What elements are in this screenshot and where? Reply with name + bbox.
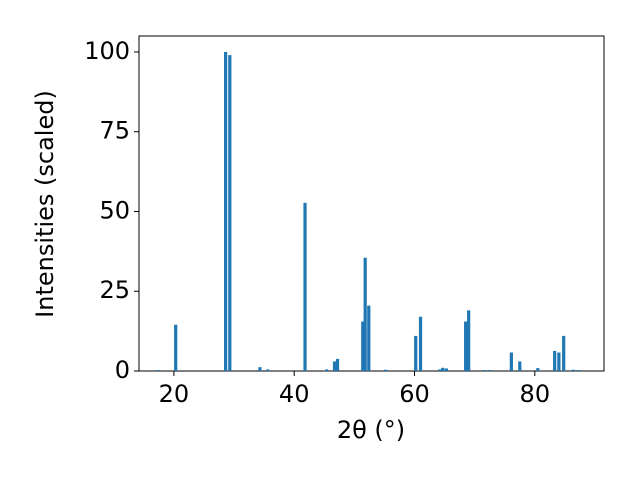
y-axis-label: Intensities (scaled) bbox=[31, 90, 59, 318]
bar bbox=[384, 369, 388, 371]
y-tick-label: 100 bbox=[84, 37, 130, 65]
bar bbox=[157, 370, 161, 371]
bar bbox=[258, 367, 262, 371]
bar bbox=[509, 352, 513, 371]
bar bbox=[335, 358, 340, 371]
bar bbox=[266, 369, 270, 371]
bar bbox=[174, 324, 178, 371]
bar bbox=[488, 370, 492, 371]
x-tick-label: 20 bbox=[159, 380, 190, 408]
bar bbox=[562, 335, 566, 371]
bar bbox=[467, 310, 471, 371]
x-tick-label: 60 bbox=[399, 380, 430, 408]
bar bbox=[438, 369, 442, 371]
y-tick-label: 50 bbox=[99, 196, 130, 224]
bar bbox=[518, 361, 522, 371]
bar bbox=[444, 368, 448, 371]
bar bbox=[361, 321, 365, 371]
bar bbox=[363, 257, 367, 371]
bar bbox=[303, 202, 307, 371]
bar bbox=[577, 370, 581, 371]
bar bbox=[536, 368, 540, 371]
bar bbox=[325, 369, 329, 371]
x-tick-label: 40 bbox=[279, 380, 310, 408]
bar bbox=[553, 350, 557, 371]
bar bbox=[332, 361, 337, 371]
x-tick-label: 80 bbox=[520, 380, 551, 408]
y-tick-label: 75 bbox=[99, 117, 130, 145]
bar bbox=[441, 367, 445, 371]
bar bbox=[228, 55, 232, 372]
x-axis-label: 2θ (°) bbox=[337, 416, 405, 444]
bar bbox=[483, 370, 487, 371]
y-tick-label: 0 bbox=[115, 356, 130, 384]
bar bbox=[571, 369, 575, 371]
bar bbox=[418, 316, 423, 371]
bar bbox=[367, 305, 371, 371]
bar bbox=[557, 352, 561, 371]
y-tick-label: 25 bbox=[99, 276, 130, 304]
bar bbox=[464, 321, 468, 371]
plot-frame bbox=[138, 35, 605, 372]
bar bbox=[414, 335, 418, 371]
bar bbox=[224, 51, 228, 371]
